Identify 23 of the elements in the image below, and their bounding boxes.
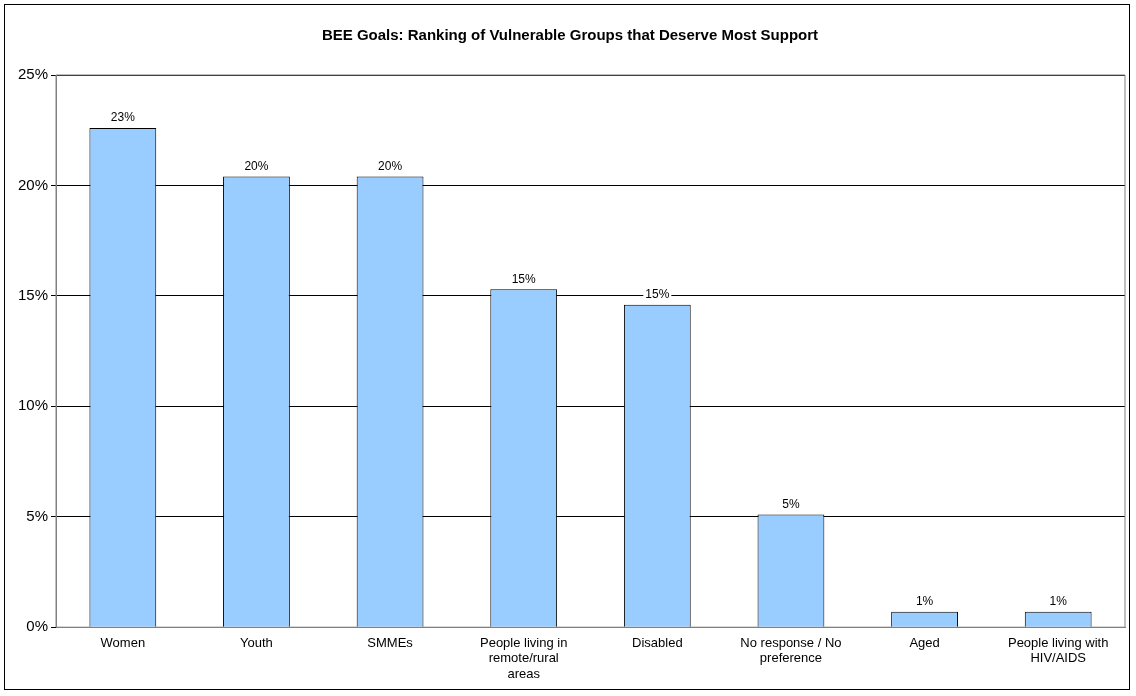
data-label: 23% [110, 110, 136, 125]
x-tick-label: SMMEs [367, 634, 414, 650]
y-tick-label: 0% [26, 617, 49, 635]
data-label: 15% [511, 271, 537, 286]
y-tick-label: 5% [26, 506, 49, 524]
y-tick-label: 25% [17, 65, 49, 83]
data-label: 1% [1049, 594, 1068, 609]
chart-title: BEE Goals: Ranking of Vulnerable Groups that Deserve Most Support [321, 26, 819, 44]
x-tick-label: Aged [909, 634, 940, 650]
x-tick-label: No response / No preference [740, 634, 842, 666]
y-tick-label: 10% [17, 396, 49, 414]
x-tick-label: Women [100, 634, 146, 650]
x-tick-label: Youth [240, 634, 273, 650]
y-tick-label: 15% [17, 286, 49, 304]
data-label: 15% [645, 287, 670, 302]
data-label: 5% [782, 496, 800, 511]
y-tick-label: 20% [17, 175, 49, 193]
data-label: 20% [244, 158, 269, 173]
x-tick-label: Disabled [632, 634, 683, 650]
x-tick-label: People living in remote/rural areas [479, 634, 568, 681]
data-label: 20% [378, 158, 403, 173]
x-tick-label: People living with HIV/AIDS [1007, 634, 1109, 666]
data-label: 1% [915, 594, 934, 609]
